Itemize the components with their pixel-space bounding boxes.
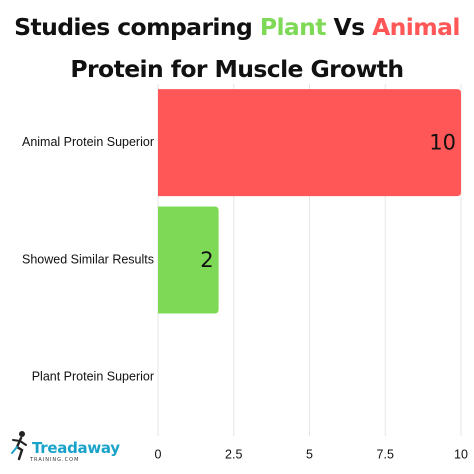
x-tick-label-4: 10 [454,447,468,461]
category-label-0: Animal Protein Superior [22,135,154,149]
x-tick-label-2: 5 [306,447,313,461]
category-label-2: Plant Protein Superior [32,370,154,384]
data-label-1: 2 [200,248,213,272]
title-line-2: Protein for Muscle Growth [70,55,404,83]
x-tick-label-1: 2.5 [225,447,242,461]
bar-0 [158,89,461,197]
x-tick-label-3: 7.5 [377,447,394,461]
title-part-1: Studies comparing [14,13,260,41]
title-vs: Vs [325,13,373,41]
logo-name: Treadaway [32,439,120,457]
logo: Treadaway TRAINING.COM [8,428,120,468]
data-label-0: 10 [429,131,456,155]
category-label-1: Showed Similar Results [22,252,154,266]
runner-logo-icon [11,431,27,461]
title-line-1: Studies comparing Plant Vs Animal [0,6,474,48]
chart-title: Studies comparing Plant Vs Animal Protei… [0,6,474,90]
title-plant: Plant [259,13,327,41]
title-animal: Animal [372,13,460,41]
logo-subtitle: TRAINING.COM [30,457,80,463]
bar-1 [158,206,219,314]
x-tick-label-0: 0 [155,447,162,461]
